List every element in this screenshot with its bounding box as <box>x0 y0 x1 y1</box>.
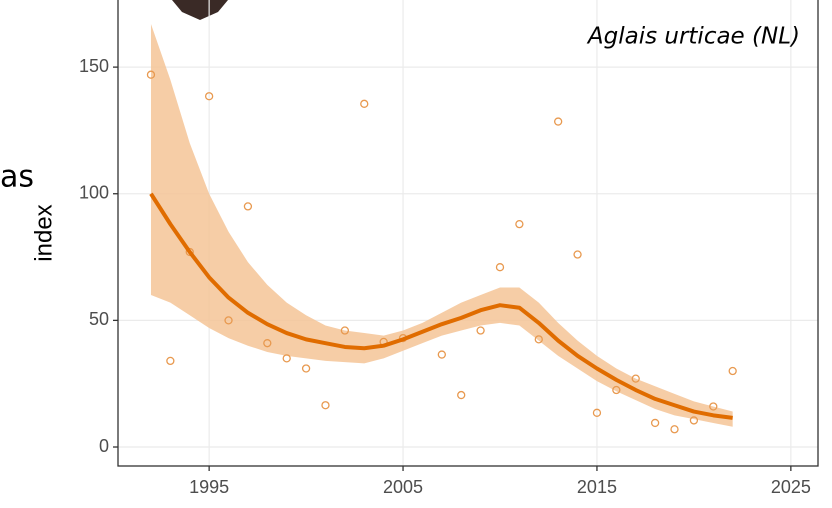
data-point <box>631 374 640 383</box>
data-point <box>263 339 272 348</box>
data-point <box>476 326 485 335</box>
data-point <box>437 350 446 359</box>
data-point <box>650 418 660 428</box>
data-point <box>321 401 330 410</box>
y-tick-label: 150 <box>79 56 109 76</box>
data-point <box>224 316 233 325</box>
data-point <box>301 364 311 373</box>
x-tick-label: 2005 <box>383 477 423 497</box>
data-point <box>515 219 524 229</box>
data-point <box>204 92 214 101</box>
data-point <box>728 366 737 376</box>
data-point <box>592 408 602 417</box>
data-point <box>146 70 156 79</box>
y-tick-label: 100 <box>79 182 109 202</box>
x-tick-label: 1995 <box>189 477 229 497</box>
data-point <box>340 326 350 335</box>
data-point <box>166 356 175 366</box>
data-point <box>282 354 291 363</box>
butterfly-image <box>172 0 228 20</box>
y-tick-label: 0 <box>99 436 109 456</box>
trend-line <box>149 192 733 420</box>
data-point <box>709 402 718 411</box>
data-point <box>534 335 543 344</box>
y-tick-label: 50 <box>89 309 109 329</box>
data-point <box>612 385 621 395</box>
data-point <box>495 263 505 272</box>
x-tick-label: 2015 <box>577 477 617 497</box>
x-tick-label: 2025 <box>771 477 811 497</box>
data-point <box>360 99 369 108</box>
data-point <box>457 390 466 400</box>
data-point <box>573 250 582 259</box>
plot-border <box>117 0 819 467</box>
chart-title: Aglais urticae (NL) <box>586 24 800 50</box>
data-point <box>689 416 699 425</box>
data-point <box>670 425 679 434</box>
data-point <box>554 117 563 126</box>
y-axis-label: index <box>30 204 57 261</box>
annotation: as <box>0 160 34 195</box>
confidence-band <box>150 24 733 427</box>
data-point <box>243 202 253 211</box>
